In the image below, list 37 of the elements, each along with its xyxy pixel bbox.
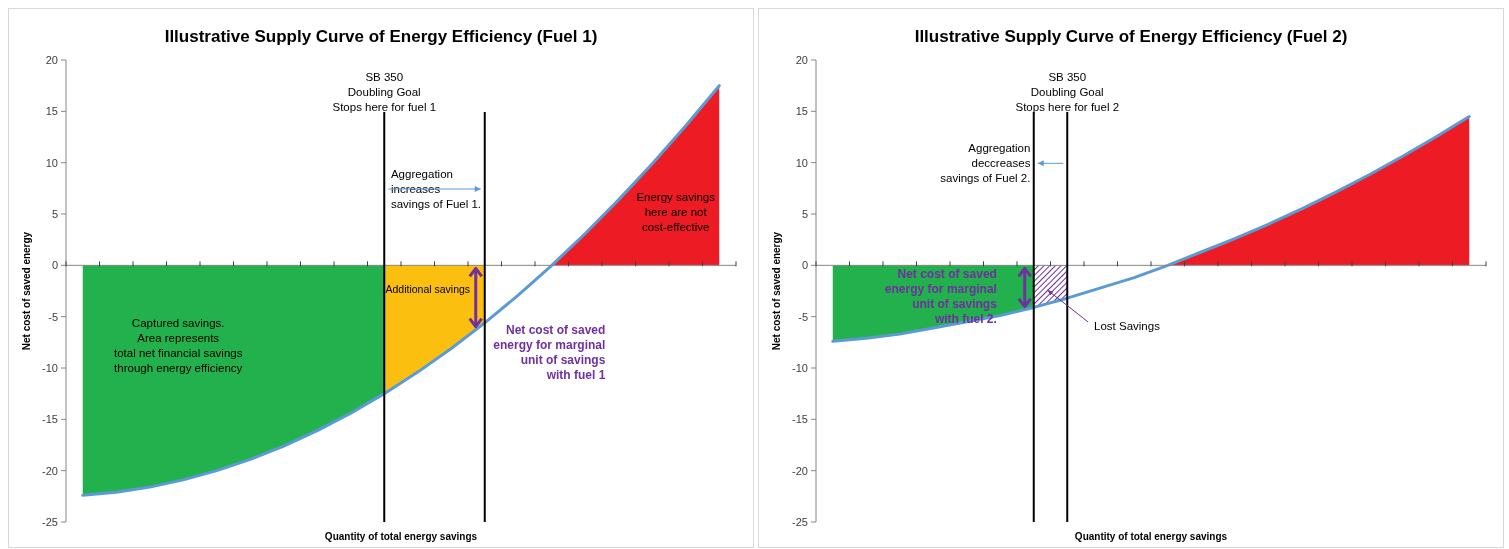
annotation: SB 350 Doubling Goal Stops here for fuel 1 <box>332 71 437 114</box>
y-tick-label: 0 <box>801 259 808 272</box>
y-tick-label: 20 <box>795 53 808 66</box>
y-tick-label: 10 <box>795 156 808 169</box>
y-tick-label: -5 <box>48 310 58 323</box>
y-tick-label: -5 <box>798 310 808 323</box>
y-tick-label: 20 <box>45 53 58 66</box>
y-tick-label: -25 <box>42 515 58 528</box>
y-tick-label: 5 <box>801 207 808 220</box>
y-tick-label: -20 <box>42 464 58 477</box>
annotation: Aggregation deccreases savings of Fuel 2. <box>940 142 1031 185</box>
x-axis-title: Quantity of total energy savings <box>324 531 478 542</box>
y-axis-title: Net cost of saved energy <box>771 231 782 351</box>
annotation: Lost Savings <box>1094 319 1161 332</box>
annotation: SB 350 Doubling Goal Stops here for fuel 2 <box>1015 71 1120 114</box>
y-tick-label: -15 <box>792 413 808 426</box>
chart-title: Illustrative Supply Curve of Energy Efficiency (Fuel 2) <box>914 27 1348 46</box>
annotation: Energy savings here are not cost-effective <box>636 190 716 233</box>
annotation: Net cost of saved energy for marginal unit of savings with fuel 1 <box>493 323 606 383</box>
chart-title: Illustrative Supply Curve of Energy Efficiency (Fuel 1) <box>164 27 598 46</box>
y-tick-label: 10 <box>45 156 58 169</box>
y-tick-label: 0 <box>51 259 58 272</box>
line-series <box>831 114 1471 343</box>
line-series <box>81 84 721 497</box>
y-tick-label: 5 <box>51 207 58 220</box>
y-tick-label: -10 <box>42 361 58 374</box>
y-tick-label: -20 <box>792 464 808 477</box>
y-tick-label: -25 <box>792 515 808 528</box>
y-tick-label: -10 <box>792 361 808 374</box>
y-tick-label: 15 <box>795 105 808 118</box>
y-tick-label: 15 <box>45 105 58 118</box>
annotation: Aggregation increases savings of Fuel 1. <box>390 168 482 211</box>
y-tick-label: -15 <box>42 413 58 426</box>
annotation: Captured savings. Area represents total net financial savings through energy efficiency <box>113 316 243 374</box>
y-axis-title: Net cost of saved energy <box>21 231 32 351</box>
annotation: Additional savings <box>385 282 471 295</box>
x-axis-title: Quantity of total energy savings <box>1074 531 1228 542</box>
